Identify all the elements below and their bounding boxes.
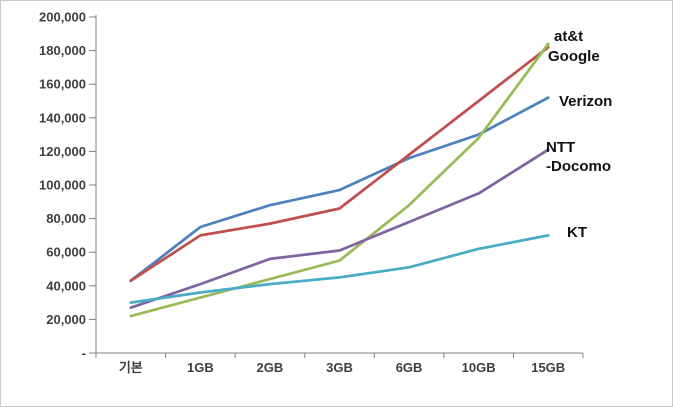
y-tick-label: 180,000 <box>39 43 86 58</box>
x-category-label: 3GB <box>326 360 353 375</box>
x-category-label: 6GB <box>396 360 423 375</box>
series-label-kt: KT <box>567 224 587 241</box>
x-category-label: 15GB <box>531 360 565 375</box>
y-tick-label: 160,000 <box>39 77 86 92</box>
series-line-verizon <box>129 96 550 283</box>
y-tick-label: 200,000 <box>39 10 86 25</box>
y-tick-label: 140,000 <box>39 110 86 125</box>
y-tick-label: 100,000 <box>39 178 86 193</box>
y-tick-label: 20,000 <box>46 312 86 327</box>
series-label-verizon: Verizon <box>559 93 613 110</box>
series-line-at-t <box>129 45 550 283</box>
x-category-label: 2GB <box>257 360 284 375</box>
series-line-google <box>129 42 550 318</box>
x-category-label: 기본 <box>119 360 143 375</box>
x-category-label: 10GB <box>462 360 496 375</box>
y-tick-label: 80,000 <box>46 211 86 226</box>
series-label-att: at&t <box>554 28 584 45</box>
y-tick-label: 120,000 <box>39 144 86 159</box>
series-line-ntt-docomo <box>129 148 550 310</box>
series-label-google: Google <box>548 48 600 65</box>
y-tick-label: 40,000 <box>46 278 86 293</box>
series-label-ntt-line2: -Docomo <box>546 158 611 175</box>
y-axis-ticks: - 20,000 40,000 60,000 80,000 100,000 120,000 1… <box>39 10 96 361</box>
series-line-kt <box>129 234 550 304</box>
series-label-ntt-line1: NTT <box>546 139 576 156</box>
x-axis-ticks: 기본 1GB 2GB 3GB 6GB 10GB 15GB <box>95 353 584 375</box>
y-tick-label: 60,000 <box>46 245 86 260</box>
x-category-label: 1GB <box>187 360 214 375</box>
series-label-ntt-docomo: NTT -Docomo <box>546 138 611 176</box>
y-tick-label: - <box>82 346 86 361</box>
